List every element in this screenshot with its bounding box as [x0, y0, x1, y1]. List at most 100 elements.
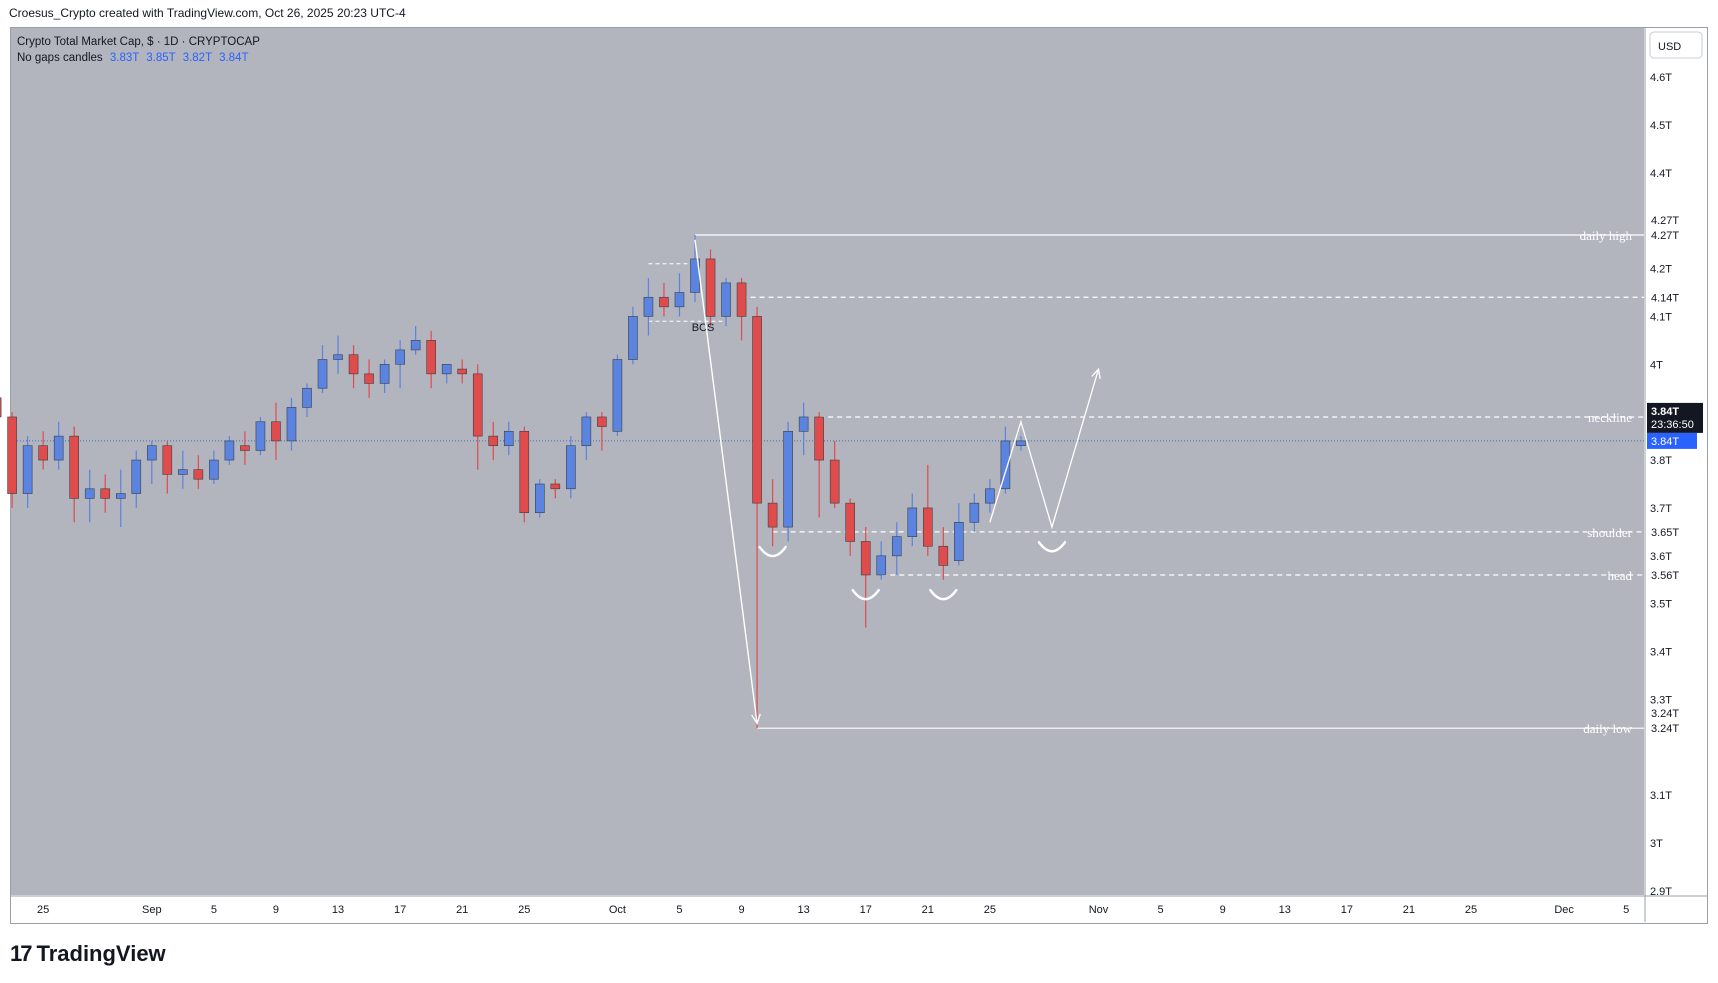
- candle-body[interactable]: [193, 469, 204, 480]
- candle-body[interactable]: [224, 440, 235, 461]
- candle-body[interactable]: [597, 416, 607, 427]
- candle-body[interactable]: [348, 354, 359, 375]
- candle-body[interactable]: [379, 363, 390, 384]
- candle-body[interactable]: [147, 445, 157, 461]
- candle-body[interactable]: [286, 407, 297, 442]
- candle-body[interactable]: [752, 316, 762, 504]
- x-tick-label: 13: [798, 904, 810, 916]
- candle-body[interactable]: [100, 488, 111, 499]
- candle-body[interactable]: [441, 363, 452, 375]
- candle-body[interactable]: [488, 435, 499, 446]
- candle-body[interactable]: [395, 349, 405, 365]
- candle-body[interactable]: [628, 316, 638, 360]
- currency-button[interactable]: [1649, 31, 1703, 59]
- candle-body[interactable]: [674, 292, 685, 308]
- candle-body[interactable]: [985, 488, 995, 504]
- candle-body[interactable]: [876, 555, 887, 576]
- candle-body[interactable]: [426, 340, 436, 375]
- candle-body[interactable]: [705, 258, 716, 317]
- level-price-tag-bg: [1647, 523, 1697, 540]
- arrow-head: [1091, 367, 1101, 380]
- projection-path: [989, 368, 1100, 530]
- time-axis[interactable]: [11, 896, 1644, 922]
- candle-body[interactable]: [503, 431, 514, 446]
- x-tick-label: 5: [211, 904, 217, 916]
- candle-body[interactable]: [798, 416, 809, 432]
- candle-body[interactable]: [1016, 440, 1026, 446]
- candle-body[interactable]: [1000, 440, 1011, 490]
- candle-body[interactable]: [115, 493, 126, 499]
- tradingview-logo[interactable]: 17 TradingView: [10, 941, 166, 967]
- candle-body[interactable]: [7, 416, 17, 494]
- candle-body[interactable]: [333, 354, 343, 360]
- candle-body[interactable]: [721, 282, 731, 317]
- price-axis[interactable]: [1645, 28, 1707, 922]
- y-tick-label: 3T: [1650, 838, 1663, 850]
- candle-body[interactable]: [566, 445, 576, 490]
- candle-body[interactable]: [317, 359, 328, 389]
- candle-body[interactable]: [38, 445, 48, 461]
- candle-body[interactable]: [891, 536, 902, 557]
- candle-body[interactable]: [581, 416, 592, 446]
- candle-body[interactable]: [162, 445, 173, 475]
- arrow-head: [751, 713, 761, 725]
- plot-area[interactable]: [11, 28, 1644, 895]
- y-tick-label: 2.9T: [1650, 886, 1672, 898]
- candle-body[interactable]: [472, 373, 483, 437]
- candle-body[interactable]: [519, 431, 530, 514]
- candle-body[interactable]: [736, 282, 747, 317]
- candle-body[interactable]: [922, 507, 933, 547]
- candle-body[interactable]: [53, 435, 64, 461]
- x-tick-label: Sep: [142, 904, 162, 916]
- candle-body[interactable]: [907, 507, 918, 537]
- candle-body[interactable]: [860, 541, 871, 576]
- candle-body[interactable]: [550, 483, 561, 490]
- level-price-tag-bg: [1647, 705, 1697, 722]
- y-tick-label: 3.4T: [1650, 647, 1672, 659]
- candle-body[interactable]: [364, 373, 374, 384]
- y-tick-label: 3.1T: [1650, 790, 1672, 802]
- candle-body[interactable]: [659, 296, 669, 308]
- candle-body[interactable]: [938, 545, 949, 566]
- candle-body[interactable]: [767, 502, 778, 528]
- level-price-tag: 4.27T: [1651, 230, 1679, 242]
- pattern-arc: [1037, 541, 1067, 553]
- candle-body[interactable]: [829, 459, 840, 504]
- candle-body[interactable]: [271, 421, 281, 442]
- countdown-timer: 23:36:50: [1651, 419, 1694, 431]
- level-price-tag-bg: [1647, 289, 1697, 306]
- candle-body[interactable]: [0, 397, 2, 418]
- x-tick-label: 5: [676, 904, 682, 916]
- candle-body[interactable]: [457, 368, 468, 375]
- candle-body[interactable]: [84, 488, 95, 499]
- y-tick-label: 4.4T: [1650, 168, 1672, 180]
- candle-body[interactable]: [22, 445, 33, 494]
- candle-body[interactable]: [845, 502, 856, 542]
- candle-body[interactable]: [410, 340, 421, 351]
- candle-body[interactable]: [69, 435, 79, 499]
- candle-body[interactable]: [302, 387, 312, 408]
- candle-body[interactable]: [612, 359, 623, 432]
- bcs-label: BCS: [692, 322, 715, 334]
- candle-body[interactable]: [255, 421, 266, 451]
- candle-body[interactable]: [240, 445, 250, 451]
- chart-header: Croesus_Crypto created with TradingView.…: [9, 6, 406, 20]
- x-tick-label: 25: [984, 904, 996, 916]
- x-tick-label: 21: [456, 904, 468, 916]
- level-label: shoulder: [1587, 525, 1632, 540]
- candle-body[interactable]: [643, 296, 654, 317]
- candle-body[interactable]: [131, 459, 142, 494]
- x-tick-label: 21: [922, 904, 934, 916]
- candle-body[interactable]: [814, 416, 824, 461]
- level-price-tag: 3.24T: [1651, 708, 1679, 720]
- level-label: neckline: [1588, 410, 1632, 425]
- candle-body[interactable]: [969, 502, 980, 523]
- candle-body[interactable]: [209, 459, 219, 480]
- ohlc-open: 3.83T: [109, 52, 140, 64]
- candle-body[interactable]: [534, 483, 545, 514]
- candle-body[interactable]: [783, 431, 793, 528]
- candle-body[interactable]: [954, 522, 964, 561]
- candle-body[interactable]: [178, 469, 188, 475]
- x-tick-label: 9: [273, 904, 279, 916]
